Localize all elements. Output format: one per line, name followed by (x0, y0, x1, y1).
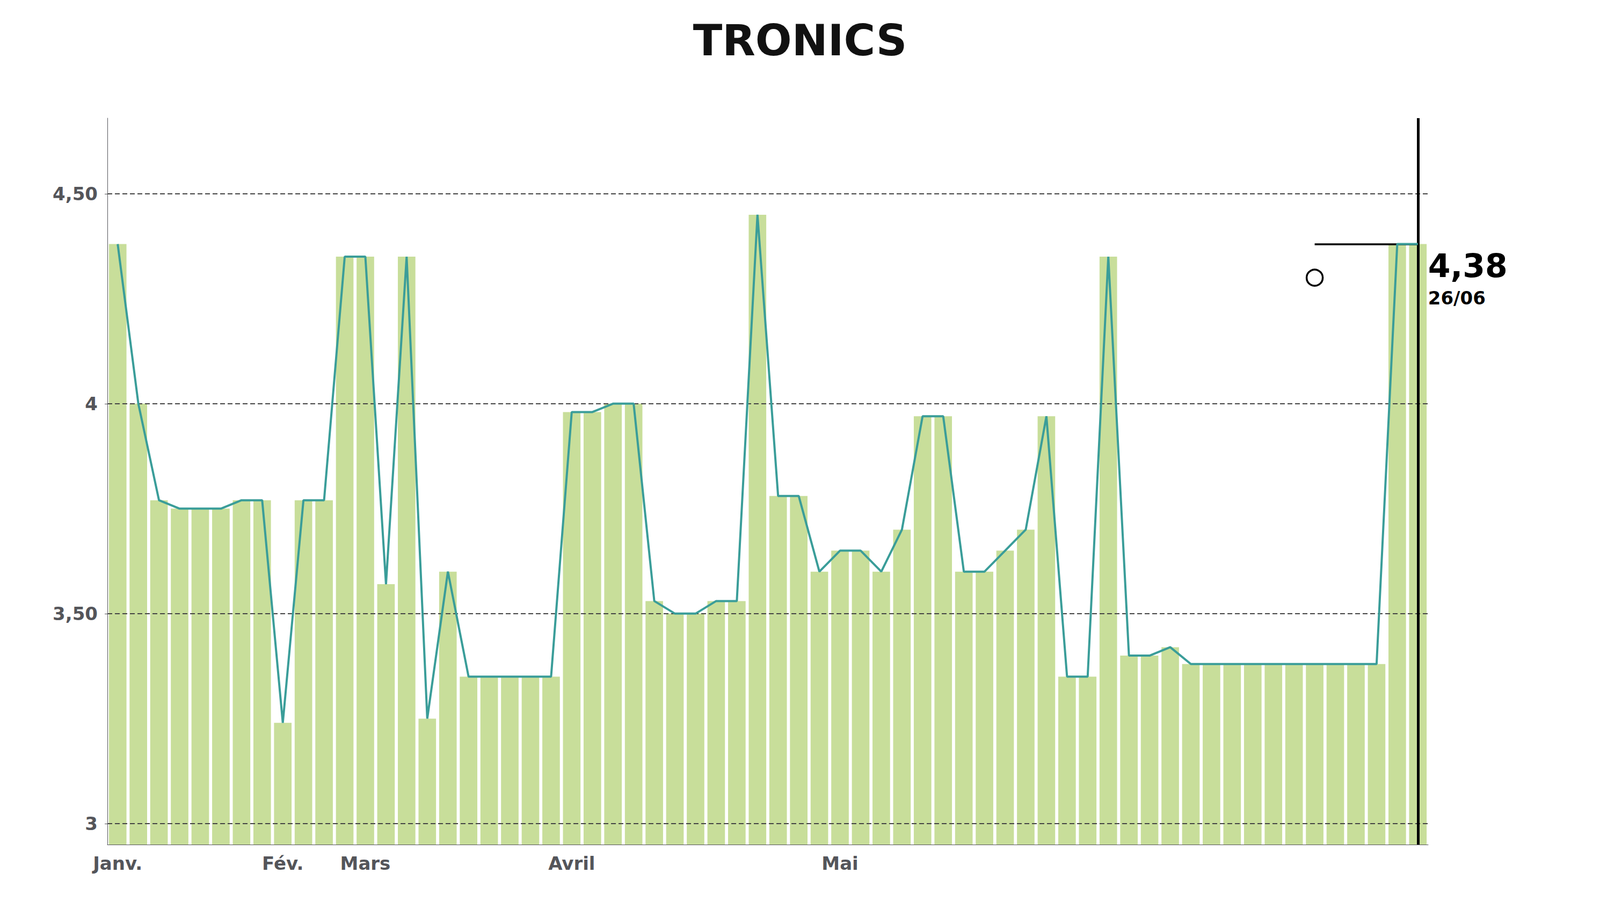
svg-text:Fév.: Fév. (262, 852, 304, 875)
svg-text:TRONICS: TRONICS (693, 15, 908, 66)
svg-text:4: 4 (84, 393, 98, 415)
svg-text:26/06: 26/06 (1428, 287, 1486, 309)
svg-text:4,38: 4,38 (1428, 246, 1508, 285)
svg-text:4,50: 4,50 (52, 183, 98, 205)
svg-text:3,50: 3,50 (52, 602, 98, 625)
svg-text:Mars: Mars (340, 852, 391, 875)
svg-text:Avril: Avril (548, 852, 595, 875)
svg-text:Janv.: Janv. (91, 852, 143, 875)
svg-text:Mai: Mai (821, 852, 858, 875)
svg-text:3: 3 (84, 812, 98, 835)
